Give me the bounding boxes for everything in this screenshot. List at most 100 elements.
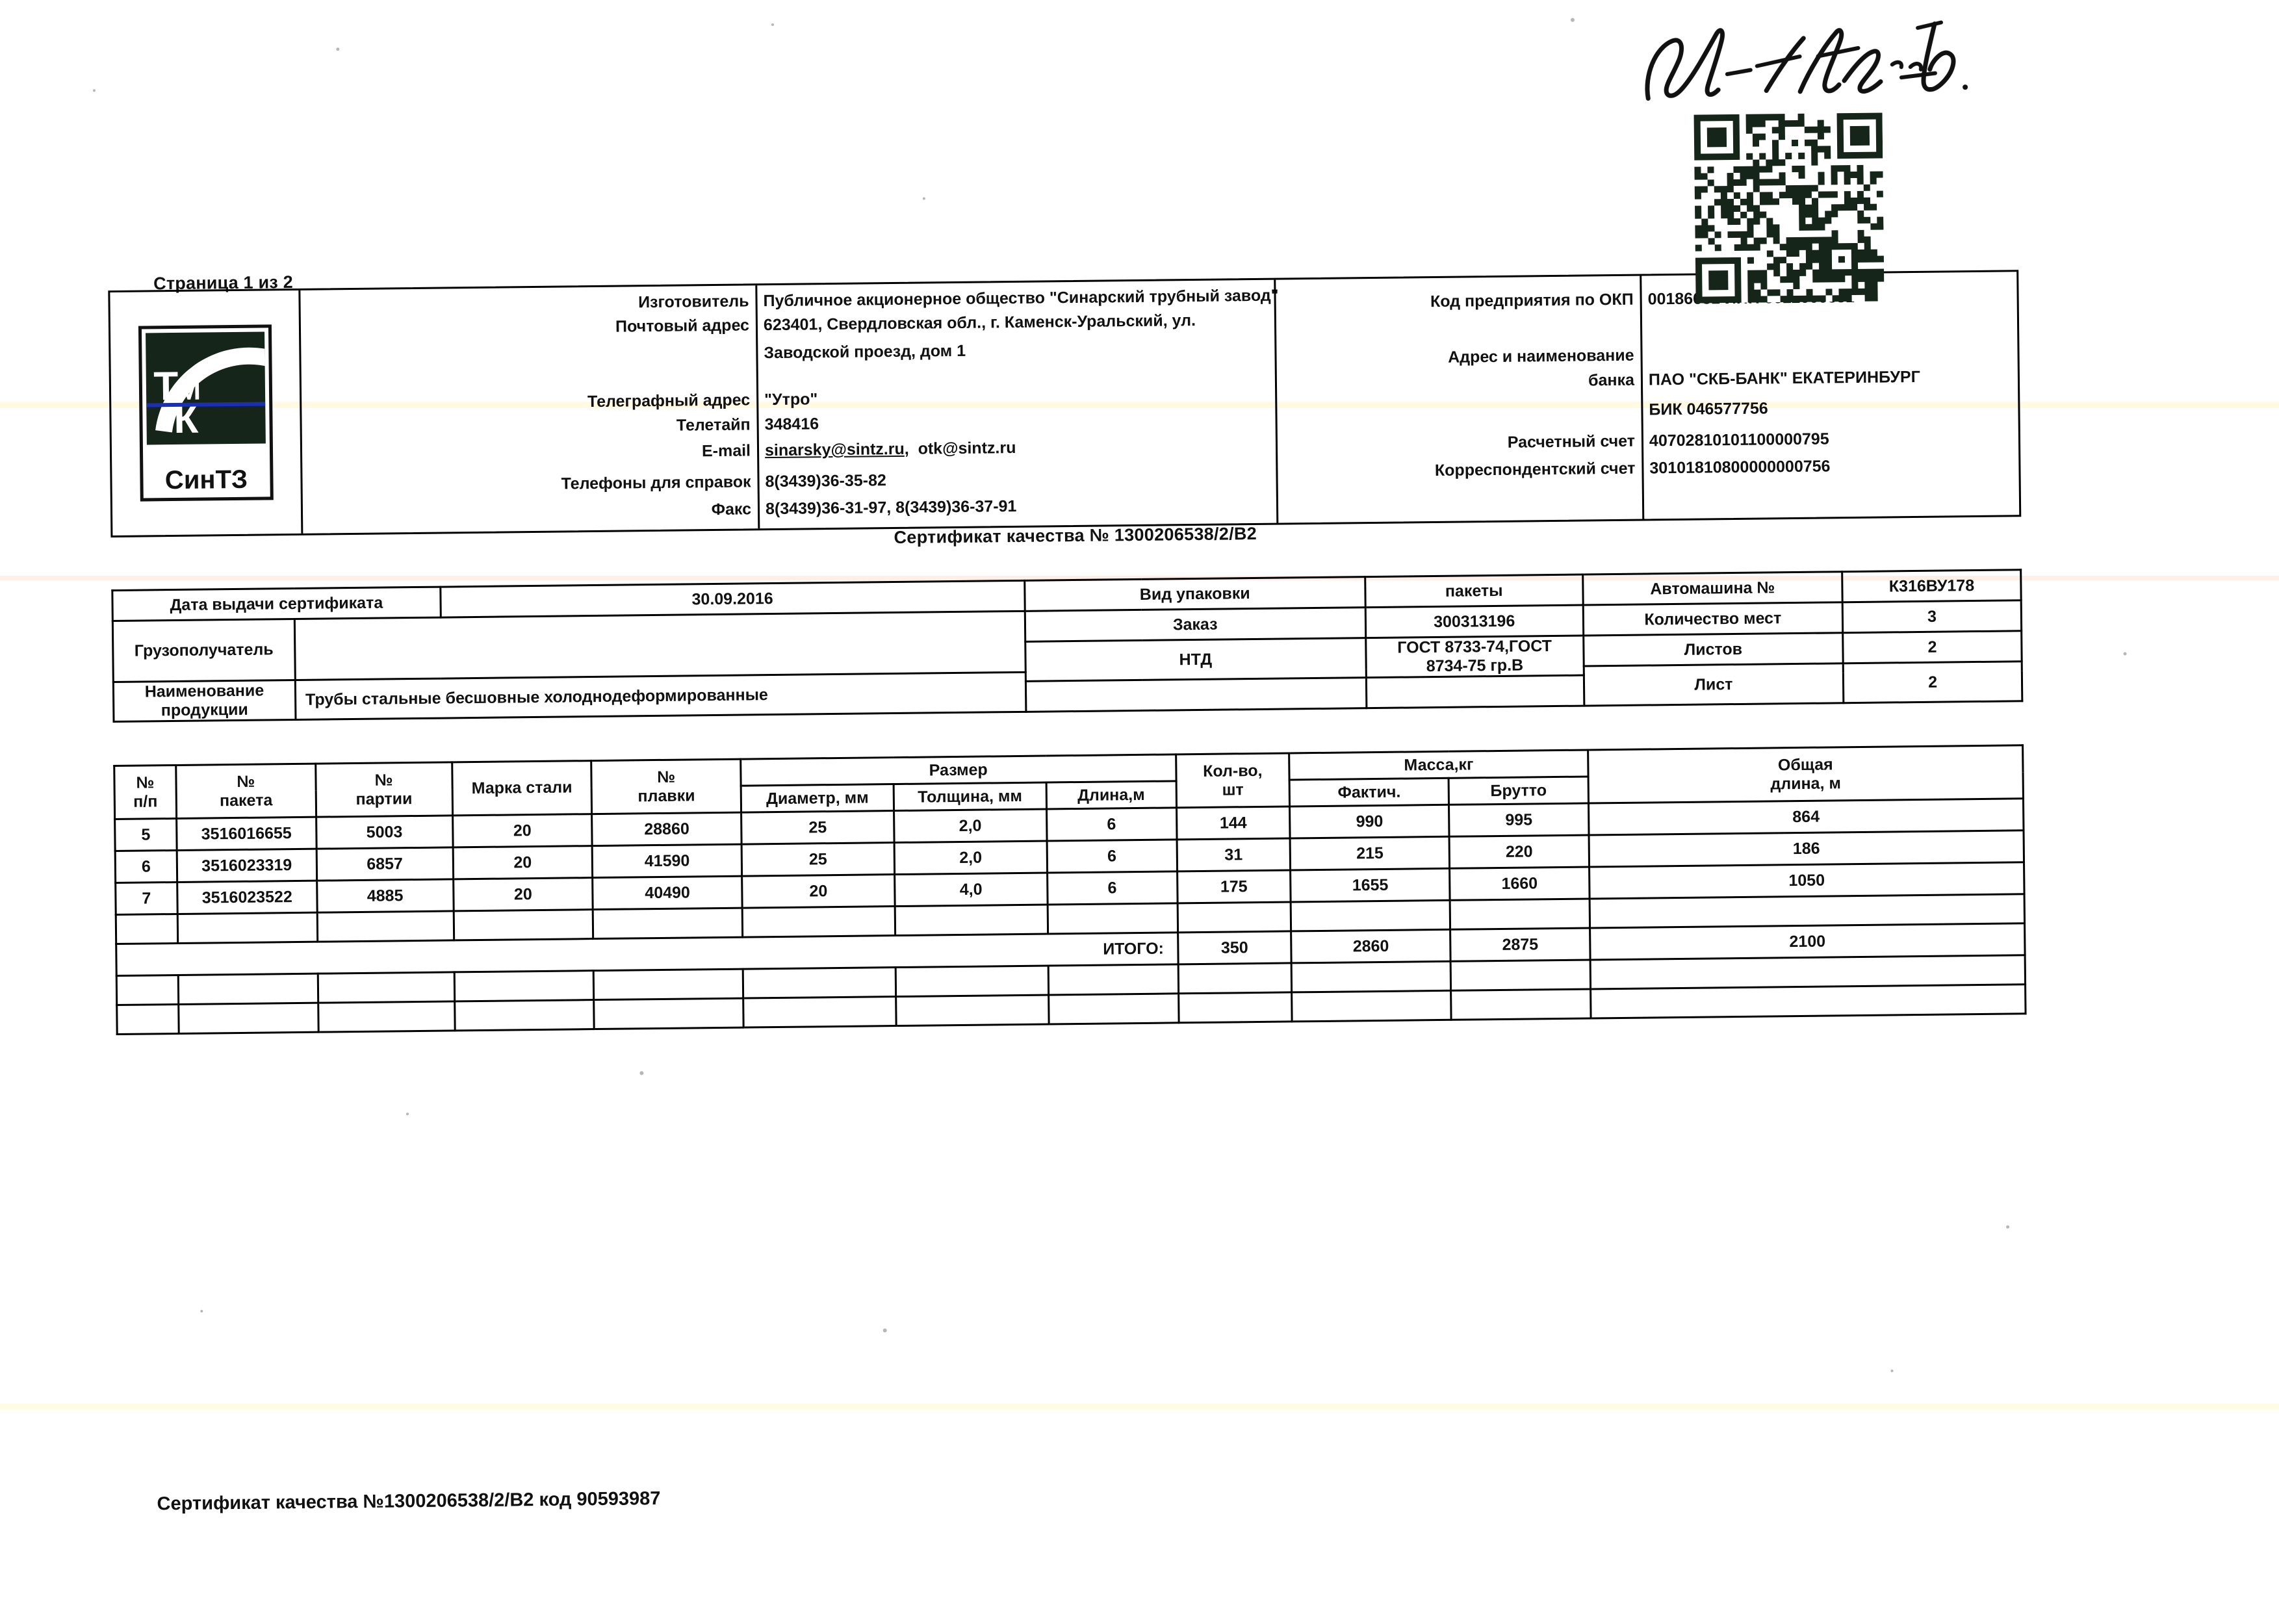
logo-plant-text: СинТЗ bbox=[164, 465, 248, 495]
label-manufacturer: Изготовитель bbox=[637, 292, 749, 312]
value-consignee[interactable] bbox=[294, 611, 1025, 680]
header-box: ТМ К СинТЗ Изготовитель Публичное акцион… bbox=[108, 270, 2022, 538]
cell-batch: 4885 bbox=[316, 879, 454, 913]
cell-empty bbox=[1590, 955, 2026, 989]
label-sheet: Лист bbox=[1583, 663, 1844, 706]
cell-empty bbox=[116, 975, 179, 1005]
cell-empty bbox=[453, 909, 593, 940]
col-header-batch-line2: партии bbox=[355, 789, 413, 808]
label-bank-addr-1: Адрес и наименование bbox=[1448, 346, 1634, 367]
label-places: Количество мест bbox=[1582, 602, 1843, 636]
logo-dark-field: ТМ К bbox=[145, 331, 266, 445]
cell-empty bbox=[1047, 903, 1178, 934]
label-sheets: Листов bbox=[1583, 632, 1844, 667]
label-packaging: Вид упаковки bbox=[1024, 576, 1366, 612]
cell-empty bbox=[317, 972, 455, 1003]
label-postal-address: Почтовый адрес bbox=[615, 316, 750, 336]
col-header-length: Длина,м bbox=[1046, 780, 1177, 810]
col-header-batch-line1: № bbox=[374, 771, 393, 790]
value-fax: 8(3439)36-31-97, 8(3439)36-37-91 bbox=[765, 496, 1017, 519]
cell-diameter: 25 bbox=[741, 842, 895, 877]
cell-qty: 175 bbox=[1177, 870, 1291, 903]
cell-batch: 6857 bbox=[316, 847, 454, 881]
label-product-line2: продукции bbox=[161, 700, 248, 720]
cell-empty bbox=[1450, 959, 1591, 991]
col-header-np: № п/п bbox=[114, 765, 177, 819]
col-header-qty-line2: шт bbox=[1222, 780, 1244, 799]
value-phones: 8(3439)36-35-82 bbox=[765, 471, 886, 491]
label-okp-code: Код предприятия по ОКП bbox=[1430, 290, 1634, 311]
col-header-package: № пакета bbox=[175, 764, 316, 819]
product-table: № п/п № пакета № партии Марка стали № пл… bbox=[113, 744, 2026, 1035]
cell-heat: 41590 bbox=[592, 844, 742, 878]
col-header-qty-line1: Кол-во, bbox=[1203, 761, 1263, 780]
cell-thickness: 2,0 bbox=[894, 841, 1048, 875]
cell-mass-actual: 990 bbox=[1289, 805, 1450, 838]
col-header-heat: № плавки bbox=[591, 759, 741, 814]
value-packaging: пакеты bbox=[1365, 574, 1583, 608]
value-ntd: ГОСТ 8733-74,ГОСТ 8734-75 гр.В bbox=[1365, 636, 1584, 678]
cell-total-length: 186 bbox=[1588, 830, 2024, 867]
cell-mass-gross: 995 bbox=[1449, 803, 1589, 837]
tmk-sintz-logo-icon: ТМ К СинТЗ bbox=[138, 324, 274, 502]
cell-empty bbox=[1450, 898, 1590, 930]
cell-length: 6 bbox=[1047, 871, 1178, 905]
company-info-block: Изготовитель Публичное акционерное общес… bbox=[298, 279, 1279, 534]
cell-empty bbox=[116, 914, 178, 944]
email-link-1[interactable]: sinarsky@sintz.ru bbox=[764, 439, 905, 460]
cell-empty bbox=[1178, 962, 1292, 994]
bank-info-block: Код предприятия по ОКП 00186631 ИНН 6612… bbox=[1274, 272, 2020, 523]
value-product: Трубы стальные бесшовные холоднодеформир… bbox=[295, 672, 1026, 720]
cell-empty bbox=[895, 994, 1049, 1026]
cell-empty bbox=[116, 1004, 179, 1035]
cell-total-mass-gross: 2875 bbox=[1450, 927, 1590, 962]
cell-empty bbox=[1589, 894, 2025, 928]
info-blank-cell-b bbox=[1366, 675, 1584, 708]
value-telegraph-address: "Утро" bbox=[764, 390, 818, 409]
cell-np: 7 bbox=[115, 882, 178, 915]
cell-steel-grade: 20 bbox=[452, 845, 593, 879]
cell-empty bbox=[594, 998, 744, 1029]
label-bank-addr-2: банка bbox=[1588, 370, 1635, 390]
col-header-mass-group: Масса,кг bbox=[1289, 749, 1588, 780]
cell-total-qty: 350 bbox=[1178, 931, 1292, 964]
cell-empty bbox=[1450, 988, 1591, 1020]
cell-mass-actual: 215 bbox=[1290, 836, 1450, 870]
col-header-total-length-line2: длина, м bbox=[1770, 773, 1842, 793]
col-header-np-line2: п/п bbox=[133, 792, 158, 811]
cell-total-length: 2100 bbox=[1590, 923, 2026, 960]
cell-empty bbox=[1178, 992, 1293, 1023]
cell-empty bbox=[742, 906, 895, 938]
col-header-qty: Кол-во, шт bbox=[1176, 753, 1290, 808]
cell-empty bbox=[316, 910, 454, 942]
col-header-batch: № партии bbox=[315, 762, 453, 818]
label-product: Наименование продукции bbox=[113, 680, 296, 722]
col-header-np-line1: № bbox=[136, 773, 155, 792]
value-bik: БИК 046577756 bbox=[1649, 399, 1768, 419]
cell-empty bbox=[454, 999, 595, 1031]
cell-empty bbox=[178, 1003, 318, 1034]
label-vehicle: Автомашина № bbox=[1582, 571, 1843, 606]
footer-certificate-code: Сертификат качества №1300206538/2/В2 код… bbox=[157, 1488, 661, 1515]
cell-empty bbox=[1048, 964, 1179, 995]
cell-mass-actual: 1655 bbox=[1290, 868, 1450, 902]
label-product-line1: Наименование bbox=[144, 681, 264, 701]
cell-total-length: 864 bbox=[1588, 798, 2024, 835]
email-link-2[interactable]: otk@sintz.ru bbox=[918, 438, 1016, 458]
cell-length: 6 bbox=[1046, 807, 1177, 842]
cell-empty bbox=[1291, 961, 1451, 992]
cell-empty bbox=[1177, 901, 1291, 933]
value-ntd-line1: ГОСТ 8733-74,ГОСТ bbox=[1397, 637, 1552, 657]
cell-qty: 31 bbox=[1176, 838, 1291, 871]
value-manufacturer: Публичное акционерное общество "Синарски… bbox=[763, 286, 1279, 311]
cell-diameter: 20 bbox=[741, 874, 895, 909]
cell-length: 6 bbox=[1046, 839, 1178, 873]
value-order: 300313196 bbox=[1365, 605, 1584, 638]
certificate-title: Сертификат качества № 1300206538/2/В2 bbox=[894, 523, 1257, 548]
cell-empty bbox=[743, 967, 896, 999]
value-settlement-account: 40702810101100000795 bbox=[1649, 430, 1829, 450]
label-settlement-account: Расчетный счет bbox=[1507, 432, 1636, 452]
cell-empty bbox=[178, 973, 318, 1005]
cell-empty bbox=[593, 969, 743, 1000]
